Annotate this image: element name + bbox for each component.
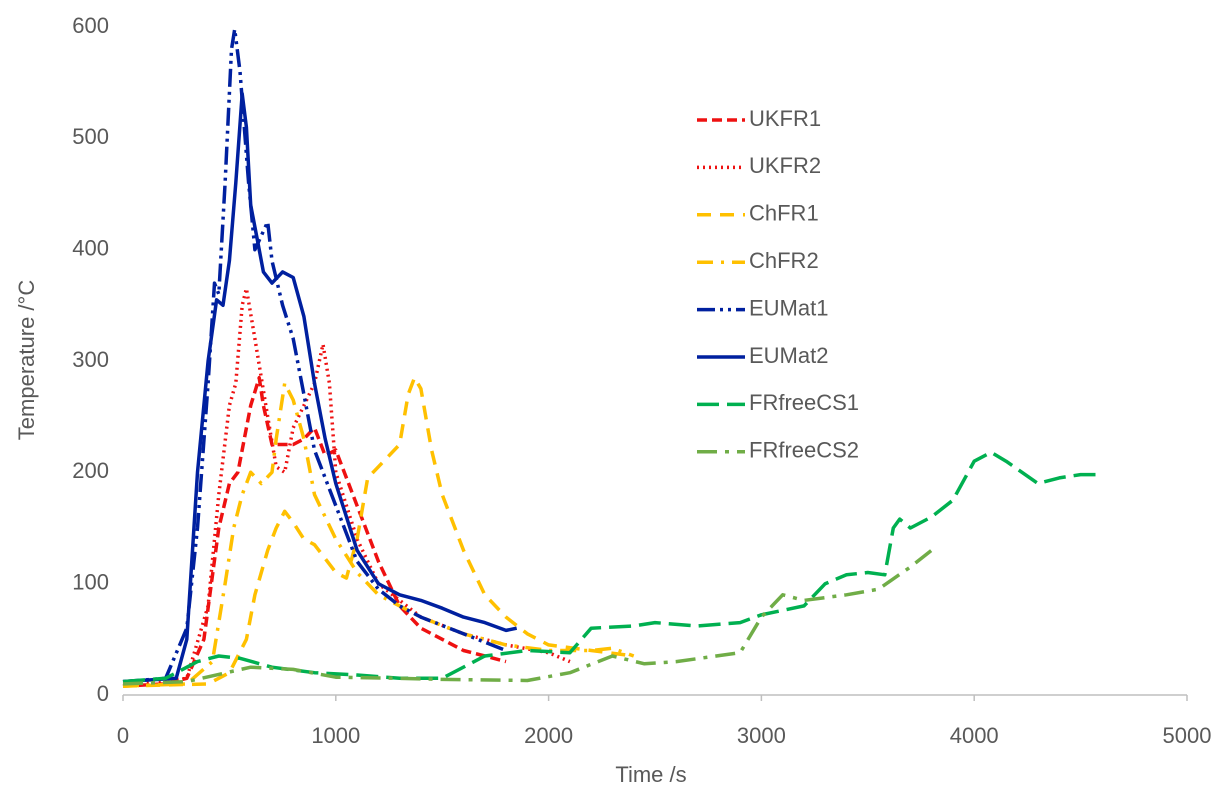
legend-label: ChFR1 xyxy=(749,201,819,226)
series-line xyxy=(122,381,635,688)
series-line xyxy=(122,27,507,684)
x-tick-label: 4000 xyxy=(950,723,999,748)
legend-label: FRfreeCS2 xyxy=(749,438,859,463)
series-line xyxy=(122,548,933,686)
y-tick-label: 500 xyxy=(72,124,109,149)
x-tick-label: 0 xyxy=(117,723,129,748)
y-tick-label: 200 xyxy=(72,458,109,483)
series-line xyxy=(122,450,1096,684)
legend-label: UKFR1 xyxy=(749,106,821,131)
legend-label: EUMat1 xyxy=(749,295,828,320)
x-tick-label: 2000 xyxy=(524,723,573,748)
series-line xyxy=(122,286,571,688)
x-tick-label: 1000 xyxy=(311,723,360,748)
y-tick-label: 600 xyxy=(72,13,109,38)
legend-label: UKFR2 xyxy=(749,153,821,178)
legend-label: ChFR2 xyxy=(749,248,819,273)
legend-label: EUMat2 xyxy=(749,343,828,368)
y-tick-label: 300 xyxy=(72,347,109,372)
y-tick-label: 400 xyxy=(72,235,109,260)
x-axis-title: Time /s xyxy=(615,762,686,787)
x-tick-label: 3000 xyxy=(737,723,786,748)
series-line xyxy=(122,375,507,688)
y-tick-label: 100 xyxy=(72,569,109,594)
y-axis-title: Temperature /°C xyxy=(14,280,39,441)
x-tick-label: 5000 xyxy=(1163,723,1212,748)
legend-label: FRfreeCS1 xyxy=(749,390,859,415)
series-line xyxy=(122,92,518,684)
series-line xyxy=(122,375,634,688)
y-tick-label: 0 xyxy=(97,681,109,706)
